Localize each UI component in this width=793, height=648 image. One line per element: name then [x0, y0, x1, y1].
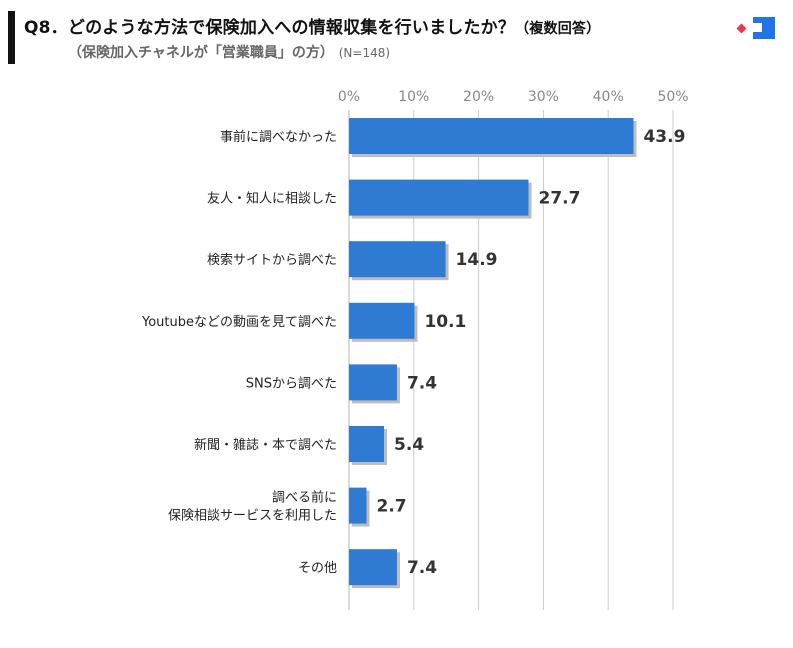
bar [349, 487, 367, 524]
value-label: 5.4 [394, 435, 424, 455]
category-label: SNSから調べた [246, 376, 337, 391]
value-label: 43.9 [643, 127, 685, 147]
x-axis-ticks: 0% 10% 20% 30% 40% 50% [338, 89, 689, 105]
x-tick-label: 0% [338, 89, 360, 105]
subtitle-text: （保険加入チャネルが「営業職員」の方） [68, 45, 334, 61]
logo-red-dot [736, 23, 747, 34]
title-accent-bar [8, 11, 15, 64]
bar [349, 118, 634, 154]
category-label: 事前に調べなかった [220, 129, 337, 145]
bar [349, 364, 397, 401]
x-tick-label: 10% [398, 89, 429, 105]
category-label: 調べる前に [272, 490, 337, 506]
gridlines [348, 110, 674, 610]
value-label: 7.4 [407, 558, 437, 578]
value-label: 27.7 [538, 189, 580, 209]
bar [349, 179, 529, 216]
category-label: Youtubeなどの動画を見て調べた [141, 315, 337, 330]
x-tick-label: 20% [463, 89, 494, 105]
value-label: 14.9 [456, 250, 498, 270]
sample-size: (N=148) [338, 46, 391, 60]
chart-header: Q8．どのような方法で保険加入への情報収集を行いましたか？（複数回答） （保険加… [0, 0, 793, 70]
category-label: 新聞・雑誌・本で調べた [194, 437, 337, 453]
bars [349, 118, 637, 589]
chart-subtitle: （保険加入チャネルが「営業職員」の方） (N=148) [68, 42, 390, 62]
category-label: 友人・知人に相談した [207, 191, 337, 207]
category-label: その他 [298, 561, 337, 576]
bar [349, 426, 384, 462]
title-note: （複数回答） [515, 21, 601, 37]
brand-logo-icon [736, 17, 775, 39]
title-text: Q8．どのような方法で保険加入への情報収集を行いましたか？ [24, 18, 516, 38]
bar-chart: 0% 10% 20% 30% 40% 50% 事前に調べなかった友人・知人に相談した検索サ… [141, 89, 689, 610]
x-tick-label: 40% [593, 89, 624, 105]
x-tick-label: 30% [528, 89, 559, 105]
value-label: 10.1 [424, 312, 466, 332]
value-label: 2.7 [376, 497, 406, 517]
logo-white-notch [753, 23, 762, 32]
bar [349, 241, 446, 278]
value-label: 7.4 [407, 373, 437, 393]
chart-title: Q8．どのような方法で保険加入への情報収集を行いましたか？（複数回答） [24, 13, 600, 38]
bar [349, 549, 397, 586]
bar [349, 302, 415, 339]
category-label: 検索サイトから調べた [207, 253, 337, 268]
x-tick-label: 50% [657, 89, 688, 105]
category-label: 保険相談サービスを利用した [168, 508, 337, 524]
logo-blue-square [753, 17, 775, 39]
value-labels: 43.9 27.7 14.9 10.1 7.4 5.4 2.7 7.4 [376, 127, 685, 578]
